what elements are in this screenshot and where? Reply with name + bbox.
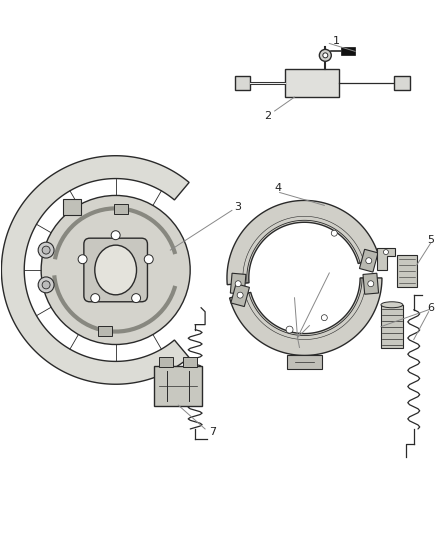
Polygon shape [1, 156, 189, 384]
Bar [114, 204, 128, 214]
FancyBboxPatch shape [84, 238, 148, 302]
Circle shape [38, 277, 54, 293]
Ellipse shape [381, 302, 403, 308]
Bar [159, 358, 173, 367]
Circle shape [144, 255, 153, 264]
Text: 2: 2 [264, 111, 271, 121]
Circle shape [237, 292, 243, 298]
Text: 3: 3 [234, 203, 241, 212]
Text: 4: 4 [274, 182, 281, 192]
Circle shape [331, 230, 337, 236]
Bar [397, 255, 417, 287]
Circle shape [111, 231, 120, 240]
Circle shape [132, 294, 141, 303]
Circle shape [41, 196, 190, 344]
Polygon shape [230, 278, 382, 356]
Bar [381, 305, 403, 349]
Bar [341, 47, 355, 55]
Circle shape [383, 249, 389, 255]
Bar [286, 356, 322, 369]
Text: 5: 5 [427, 235, 434, 245]
Circle shape [368, 281, 374, 287]
Circle shape [235, 281, 241, 287]
Bar [183, 358, 197, 367]
Circle shape [42, 281, 50, 289]
Polygon shape [377, 248, 395, 270]
Bar [285, 69, 339, 97]
Text: 7: 7 [209, 427, 217, 437]
Text: 1: 1 [333, 36, 340, 46]
Circle shape [366, 258, 372, 264]
Polygon shape [360, 249, 378, 272]
Polygon shape [231, 284, 249, 306]
Bar [394, 76, 410, 90]
Circle shape [286, 326, 293, 333]
Circle shape [321, 314, 327, 321]
Polygon shape [227, 200, 379, 285]
Circle shape [78, 255, 87, 264]
Circle shape [91, 294, 100, 303]
Ellipse shape [95, 245, 137, 295]
Circle shape [323, 53, 328, 58]
Bar [63, 199, 81, 215]
Circle shape [38, 242, 54, 258]
Polygon shape [230, 273, 246, 294]
Text: 6: 6 [427, 303, 434, 313]
Text: 8: 8 [302, 333, 309, 343]
Circle shape [42, 246, 50, 254]
Bar [98, 326, 112, 336]
Bar [235, 76, 250, 90]
FancyBboxPatch shape [155, 366, 202, 406]
Circle shape [319, 50, 331, 61]
Polygon shape [363, 273, 378, 294]
